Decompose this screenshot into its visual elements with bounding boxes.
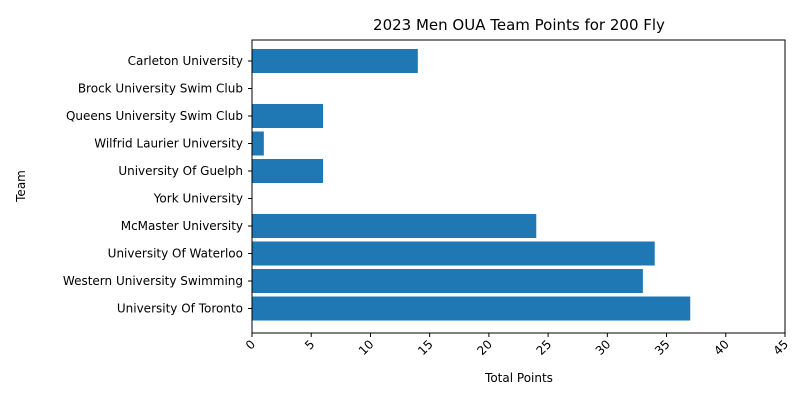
y-axis-ticks: Carleton University Brock University Swim… xyxy=(63,54,252,316)
x-tick-label-1: 5 xyxy=(302,337,317,352)
bar-6 xyxy=(252,214,537,238)
y-tick-label-1: Brock University Swim Club xyxy=(78,82,243,96)
x-tick-label-3: 15 xyxy=(415,337,436,358)
bar-9 xyxy=(252,296,691,321)
bar-0 xyxy=(252,49,418,73)
y-tick-label-2: Queens University Swim Club xyxy=(66,109,243,123)
chart-title: 2023 Men OUA Team Points for 200 Fly xyxy=(373,16,665,34)
x-tick-label-8: 40 xyxy=(711,337,732,358)
y-tick-label-7: University Of Waterloo xyxy=(108,247,243,261)
bar-7 xyxy=(252,241,655,266)
x-tick-label-5: 25 xyxy=(534,337,555,358)
bar-8 xyxy=(252,269,643,293)
y-tick-label-0: Carleton University xyxy=(128,54,243,68)
x-axis-label: Total Points xyxy=(484,371,553,385)
x-tick-label-4: 20 xyxy=(474,337,495,358)
plot-frame xyxy=(251,39,786,334)
y-axis-label: Team xyxy=(14,170,28,203)
x-tick-label-0: 0 xyxy=(243,337,258,352)
y-tick-label-3: Wilfrid Laurier University xyxy=(94,137,243,151)
bars-group xyxy=(252,49,691,321)
bar-2 xyxy=(252,104,324,128)
y-tick-label-5: York University xyxy=(153,192,243,206)
x-tick-label-9: 45 xyxy=(770,337,791,358)
x-tick-label-6: 30 xyxy=(593,337,614,358)
y-tick-label-4: University Of Guelph xyxy=(118,164,243,178)
bar-3 xyxy=(252,131,264,156)
y-tick-label-6: McMaster University xyxy=(121,219,243,233)
x-tick-label-2: 10 xyxy=(356,337,377,358)
bar-4 xyxy=(252,159,324,183)
x-tick-label-7: 35 xyxy=(652,337,673,358)
y-tick-label-9: University Of Toronto xyxy=(117,302,243,316)
y-tick-label-8: Western University Swimming xyxy=(63,274,243,288)
x-axis-ticks: 0 5 10 15 20 25 30 35 40 45 xyxy=(243,333,791,358)
